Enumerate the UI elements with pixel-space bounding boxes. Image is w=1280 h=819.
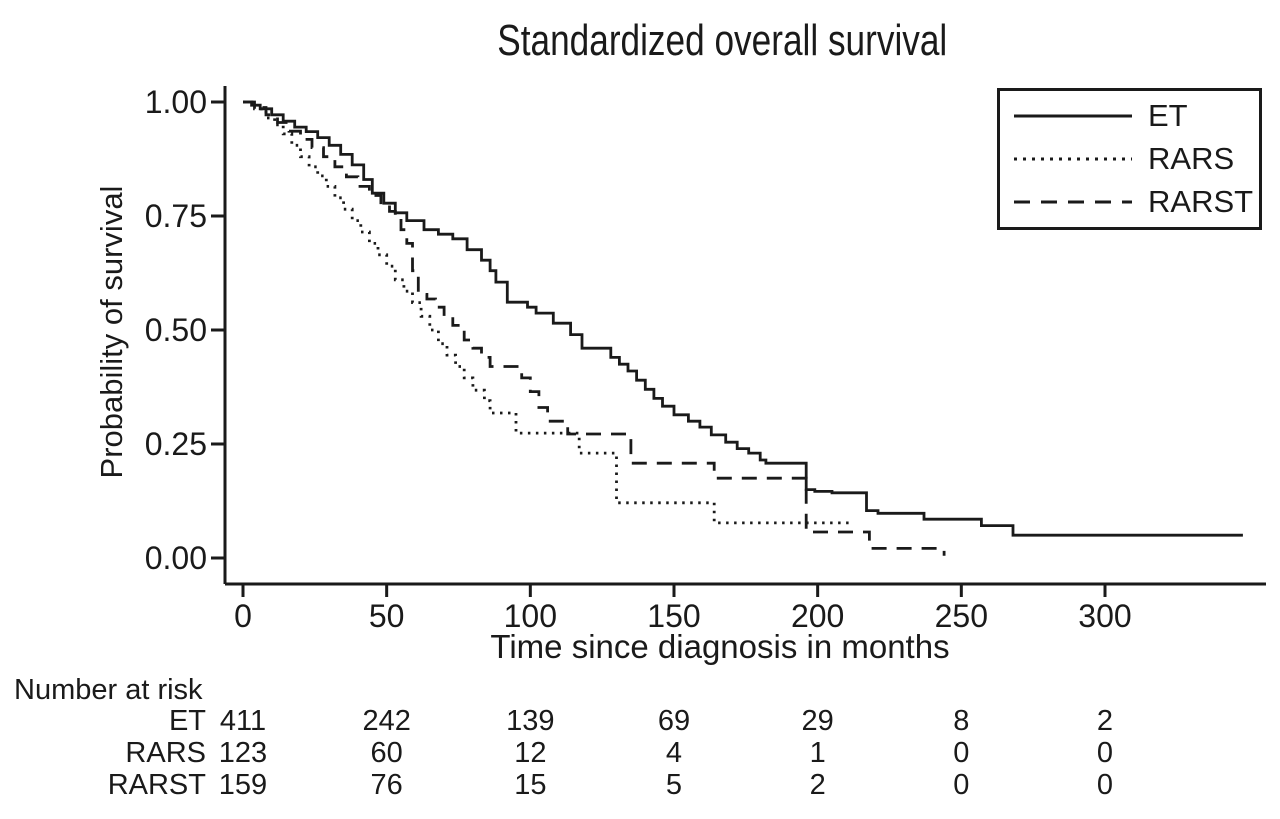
x-tick-label: 200: [790, 598, 845, 634]
y-tick-label: 0.25: [144, 426, 207, 462]
legend-item-rars: RARS: [1014, 139, 1259, 179]
legend-item-rarst: RARST: [1014, 182, 1259, 222]
risk-count: 0: [953, 737, 970, 769]
legend-line-dashed-icon: [1014, 200, 1132, 204]
y-tick-label: 0.50: [144, 312, 207, 348]
legend-label-et: ET: [1148, 98, 1188, 134]
legend: ET RARS RARST: [997, 88, 1262, 230]
risk-count: 76: [370, 769, 403, 801]
legend-line-solid-icon: [1014, 114, 1132, 118]
risk-count: 69: [657, 705, 691, 737]
curve-rarst: [243, 100, 946, 556]
risk-count: 1: [809, 737, 826, 769]
risk-count: 4: [665, 737, 683, 769]
risk-count: 411: [219, 705, 267, 737]
risk-count: 60: [370, 737, 403, 769]
legend-label-rarst: RARST: [1148, 183, 1254, 219]
x-axis-label: Time since diagnosis in months: [490, 628, 950, 665]
x-tick-label: 150: [647, 598, 701, 634]
x-tick-label: 100: [503, 598, 558, 634]
risk-count: 139: [506, 705, 555, 737]
risk-count: 2: [809, 769, 826, 801]
curve-rars: [243, 100, 853, 525]
risk-count: 12: [514, 737, 547, 769]
y-tick-label: 0.00: [144, 540, 207, 576]
risk-row-label-rars: RARS: [125, 737, 206, 769]
curve-et: [243, 100, 1243, 537]
risk-count: 0: [1096, 769, 1114, 801]
risk-count: 2: [1096, 705, 1114, 737]
chart-title: Standardized overall survival: [441, 16, 1001, 66]
x-tick-label: 50: [368, 598, 405, 634]
risk-count: 159: [218, 769, 268, 801]
y-tick-label: 0.75: [144, 198, 207, 234]
y-tick-label: 1.00: [144, 84, 207, 120]
legend-line-dotted-icon: [1014, 157, 1132, 161]
risk-count: 8: [953, 705, 970, 737]
chart-title-text: Standardized overall survival: [497, 16, 948, 65]
risk-table-heading: Number at risk: [14, 674, 203, 706]
x-tick-label: 250: [934, 598, 988, 634]
risk-count: 15: [514, 769, 547, 801]
risk-count: 0: [1096, 737, 1114, 769]
x-tick-label: 300: [1078, 598, 1132, 634]
risk-count: 29: [801, 705, 834, 737]
risk-count: 242: [362, 705, 411, 737]
x-tick-label: 0: [234, 598, 252, 634]
risk-count: 5: [665, 769, 683, 801]
legend-item-et: ET: [1014, 96, 1259, 136]
risk-count: 123: [218, 737, 268, 769]
legend-label-rars: RARS: [1148, 140, 1235, 176]
risk-count: 0: [953, 769, 970, 801]
risk-row-label-rarst: RARST: [107, 769, 206, 801]
risk-row-label-et: ET: [168, 705, 206, 737]
